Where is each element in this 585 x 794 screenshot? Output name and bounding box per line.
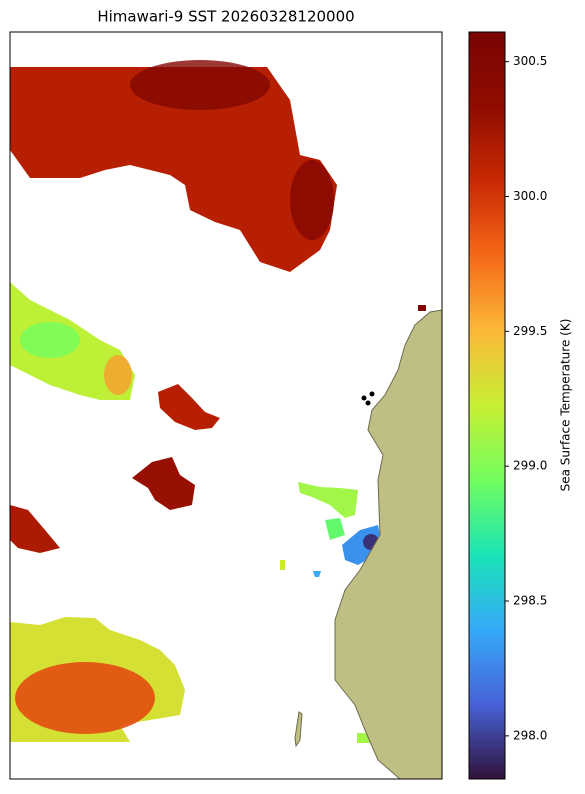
colorbar-tick-label: 300.0 bbox=[513, 189, 547, 203]
sst-region bbox=[418, 305, 426, 311]
sst-region bbox=[10, 67, 337, 272]
island bbox=[294, 711, 303, 748]
sst-region bbox=[15, 662, 155, 734]
station-dot bbox=[361, 395, 367, 401]
station-dot bbox=[369, 391, 375, 397]
sst-region bbox=[290, 160, 334, 240]
sst-region bbox=[20, 322, 80, 358]
map bbox=[10, 60, 442, 779]
land bbox=[334, 309, 442, 779]
colorbar-tick-label: 298.5 bbox=[513, 594, 547, 608]
sst-region bbox=[325, 518, 345, 540]
station-dot bbox=[365, 400, 371, 406]
map-frame bbox=[9, 31, 443, 780]
sst-region bbox=[10, 505, 60, 553]
colorbar-label: Sea Surface Temperature (K) bbox=[559, 319, 573, 492]
sst-region bbox=[104, 355, 132, 395]
sst-region bbox=[280, 560, 285, 570]
sst-region bbox=[357, 733, 370, 743]
sst-region bbox=[158, 384, 220, 430]
colorbar-tick-label: 300.5 bbox=[513, 54, 547, 68]
sst-region bbox=[298, 482, 358, 518]
colorbar-tick-label: 298.0 bbox=[513, 728, 547, 742]
colorbar-tick-label: 299.5 bbox=[513, 324, 547, 338]
sst-region bbox=[313, 571, 321, 577]
sst-region bbox=[132, 457, 195, 510]
colorbar bbox=[468, 31, 506, 780]
map-title: Himawari-9 SST 20260328120000 bbox=[97, 8, 354, 26]
colorbar-tick-label: 299.0 bbox=[513, 459, 547, 473]
sst-region bbox=[130, 60, 270, 110]
